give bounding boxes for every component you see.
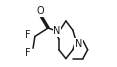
Text: N: N: [53, 26, 61, 36]
Text: O: O: [37, 6, 45, 16]
Text: N: N: [75, 39, 82, 49]
Text: F: F: [25, 48, 31, 58]
Text: F: F: [25, 30, 31, 40]
